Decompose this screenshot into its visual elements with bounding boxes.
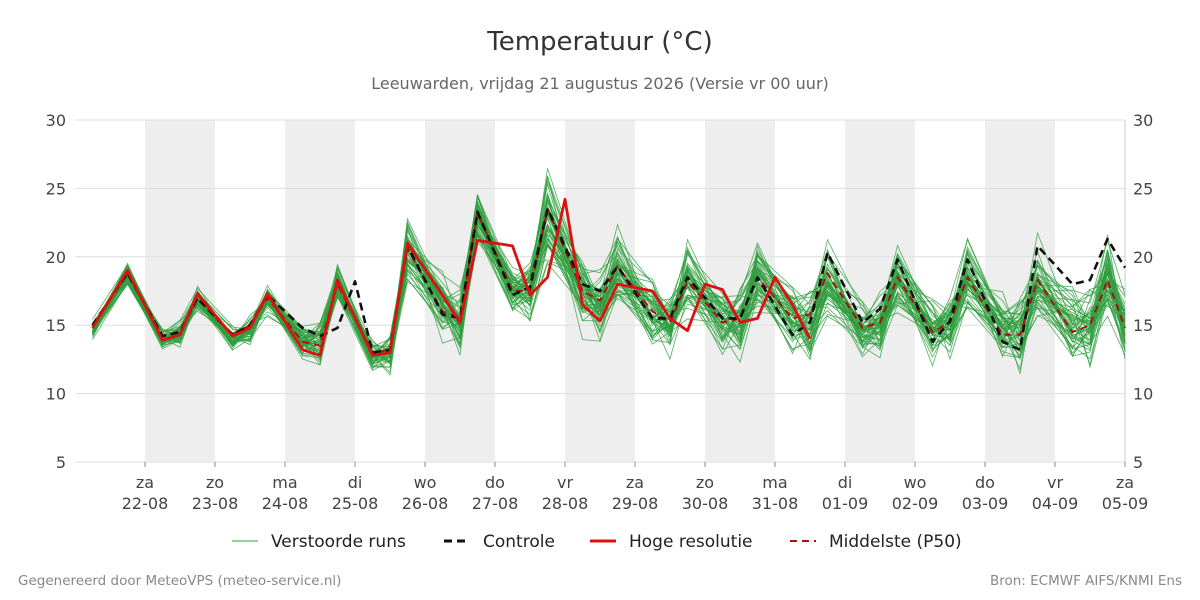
x-tick-date-03-09: 03-09 <box>962 494 1009 513</box>
ensemble-member-45 <box>92 229 1126 358</box>
x-tick-date-22-08: 22-08 <box>122 494 169 513</box>
legend-item-ensemble[interactable]: Verstoorde runs <box>232 532 406 552</box>
x-tick-day-22-08: za <box>136 473 154 492</box>
y-axis-right: 5 10 15 20 25 30 <box>1133 111 1153 472</box>
y-tick-right-20: 20 <box>1133 248 1153 267</box>
x-tick-day-02-09: wo <box>904 473 927 492</box>
chart-title: Temperatuur (°C) <box>486 27 712 57</box>
legend: Verstoorde runs Controle Hoge resolutie … <box>232 532 962 552</box>
x-tick-date-24-08: 24-08 <box>262 494 309 513</box>
x-tick-date-30-08: 30-08 <box>682 494 729 513</box>
x-tick-date-01-09: 01-09 <box>822 494 869 513</box>
x-tick-day-25-08: di <box>348 473 363 492</box>
x-tick-day-01-09: di <box>838 473 853 492</box>
main-series-lines <box>91 197 1127 357</box>
footer-source: Bron: ECMWF AIFS/KNMI Ens <box>990 573 1182 589</box>
y-tick-left-20: 20 <box>46 248 66 267</box>
x-tick-day-05-09: za <box>1116 473 1134 492</box>
y-tick-right-5: 5 <box>1133 453 1143 472</box>
x-tick-date-31-08: 31-08 <box>752 494 799 513</box>
x-axis: za 22-08 zo 23-08 ma 24-08 di 25-08 wo 26-08 do 27-… <box>122 462 1149 513</box>
y-tick-left-10: 10 <box>46 385 66 404</box>
x-tick-date-28-08: 28-08 <box>542 494 589 513</box>
y-tick-right-15: 15 <box>1133 316 1153 335</box>
legend-item-hires[interactable]: Hoge resolutie <box>590 532 753 552</box>
y-axis-left: 5 10 15 20 25 30 <box>46 111 66 472</box>
x-tick-date-29-08: 29-08 <box>612 494 659 513</box>
legend-label-ensemble: Verstoorde runs <box>271 532 406 552</box>
legend-label-control: Controle <box>483 532 555 552</box>
y-tick-left-5: 5 <box>56 453 66 472</box>
x-tick-date-25-08: 25-08 <box>332 494 379 513</box>
legend-label-p50: Middelste (P50) <box>829 532 962 552</box>
x-tick-day-28-08: vr <box>557 473 573 492</box>
x-tick-day-04-09: vr <box>1047 473 1063 492</box>
x-tick-date-26-08: 26-08 <box>402 494 449 513</box>
x-tick-day-29-08: za <box>626 473 644 492</box>
chart-subtitle: Leeuwarden, vrijdag 21 augustus 2026 (Ve… <box>371 74 829 93</box>
y-tick-left-15: 15 <box>46 316 66 335</box>
ensemble-member-49 <box>92 207 1126 368</box>
x-tick-day-27-08: do <box>485 473 505 492</box>
legend-label-hires: Hoge resolutie <box>629 532 753 552</box>
legend-item-control[interactable]: Controle <box>444 532 555 552</box>
x-tick-day-24-08: ma <box>272 473 297 492</box>
y-tick-left-25: 25 <box>46 179 66 198</box>
x-tick-date-05-09: 05-09 <box>1102 494 1149 513</box>
x-tick-day-30-08: zo <box>696 473 714 492</box>
x-tick-date-02-09: 02-09 <box>892 494 939 513</box>
x-tick-day-03-09: do <box>975 473 995 492</box>
x-tick-date-04-09: 04-09 <box>1032 494 1079 513</box>
day-band-22-08 <box>145 120 215 462</box>
x-tick-day-26-08: wo <box>414 473 437 492</box>
y-tick-left-30: 30 <box>46 111 66 130</box>
legend-item-p50[interactable]: Middelste (P50) <box>790 532 962 552</box>
series-line-hoge-resolutie <box>91 197 812 357</box>
x-tick-day-31-08: ma <box>762 473 787 492</box>
y-tick-right-10: 10 <box>1133 385 1153 404</box>
footer-generated-by: Gegenereerd door MeteoVPS (meteo-service… <box>18 573 341 589</box>
series-line-middelste-p50 <box>91 207 1126 354</box>
y-tick-right-30: 30 <box>1133 111 1153 130</box>
y-tick-right-25: 25 <box>1133 179 1153 198</box>
x-tick-date-23-08: 23-08 <box>192 494 239 513</box>
x-tick-date-27-08: 27-08 <box>472 494 519 513</box>
x-tick-day-23-08: zo <box>206 473 224 492</box>
